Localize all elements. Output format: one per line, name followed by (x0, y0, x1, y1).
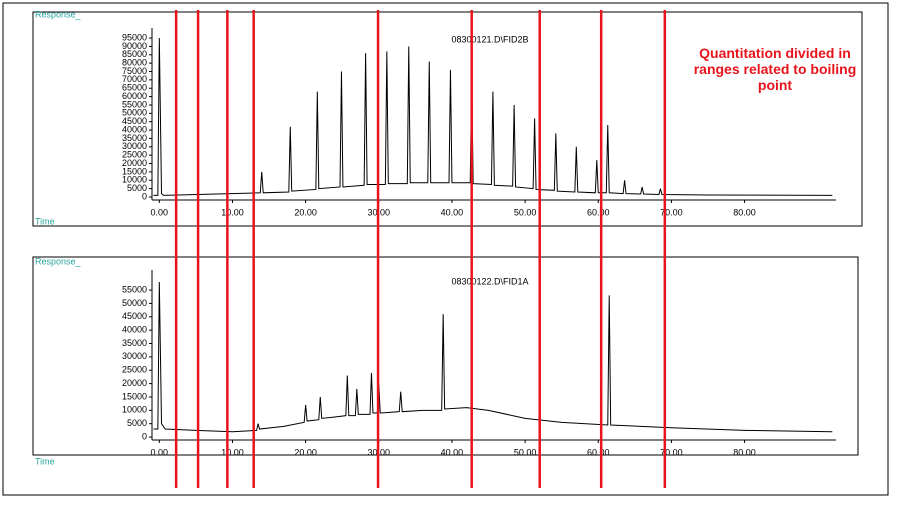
x-tick-label: 10.00 (221, 207, 244, 217)
x-tick-label: 80.00 (733, 447, 756, 457)
x-tick-label: 60.00 (587, 447, 610, 457)
x-tick-label: 50.00 (514, 207, 537, 217)
y-tick-label: 85000 (122, 49, 147, 59)
y-tick-label: 90000 (122, 41, 147, 51)
y-axis-label: Response_ (35, 9, 82, 19)
x-tick-label: 80.00 (733, 207, 756, 217)
y-tick-label: 95000 (122, 32, 147, 42)
annotation-box: Quantitation divided in ranges related t… (693, 45, 857, 93)
y-tick-label: 20000 (122, 378, 147, 388)
y-tick-label: 30000 (122, 141, 147, 151)
y-tick-label: 5000 (127, 418, 147, 428)
y-tick-label: 60000 (122, 91, 147, 101)
y-tick-label: 0 (142, 191, 147, 201)
outer-frame (2, 2, 889, 496)
x-tick-label: 20.00 (294, 207, 317, 217)
x-tick-label: 70.00 (660, 447, 683, 457)
y-tick-label: 55000 (122, 99, 147, 109)
x-tick-label: 0.00 (151, 447, 169, 457)
y-tick-label: 30000 (122, 351, 147, 361)
x-tick-label: 60.00 (587, 207, 610, 217)
y-tick-label: 15000 (122, 391, 147, 401)
y-tick-label: 0 (142, 431, 147, 441)
y-tick-label: 10000 (122, 405, 147, 415)
y-tick-label: 40000 (122, 124, 147, 134)
y-axis-label: Response_ (35, 256, 82, 266)
y-tick-label: 50000 (122, 108, 147, 118)
y-tick-label: 35000 (122, 133, 147, 143)
x-tick-label: 40.00 (441, 447, 464, 457)
trace (153, 282, 833, 433)
y-tick-label: 75000 (122, 66, 147, 76)
x-tick-label: 20.00 (294, 447, 317, 457)
y-tick-label: 20000 (122, 158, 147, 168)
y-tick-label: 50000 (122, 298, 147, 308)
x-tick-label: 70.00 (660, 207, 683, 217)
y-tick-label: 45000 (122, 311, 147, 321)
panel-frame (32, 11, 863, 227)
y-tick-label: 35000 (122, 338, 147, 348)
y-tick-label: 65000 (122, 83, 147, 93)
chart-title: 08300121.D\FID2B (451, 34, 528, 44)
x-tick-label: 10.00 (221, 447, 244, 457)
y-tick-label: 40000 (122, 325, 147, 335)
x-tick-label: 40.00 (441, 207, 464, 217)
x-tick-label: 50.00 (514, 447, 537, 457)
y-tick-label: 25000 (122, 150, 147, 160)
y-tick-label: 55000 (122, 284, 147, 294)
chart-title: 08300122.D\FID1A (451, 276, 528, 286)
x-axis-label: Time (35, 456, 55, 466)
annotation: Quantitation divided in ranges related t… (693, 45, 857, 93)
y-tick-label: 80000 (122, 58, 147, 68)
y-tick-label: 70000 (122, 74, 147, 84)
panel-frame (32, 256, 859, 456)
y-tick-label: 10000 (122, 175, 147, 185)
y-tick-label: 15000 (122, 166, 147, 176)
x-axis-label: Time (35, 216, 55, 226)
y-tick-label: 5000 (127, 183, 147, 193)
x-tick-label: 0.00 (151, 207, 169, 217)
y-tick-label: 45000 (122, 116, 147, 126)
y-tick-label: 25000 (122, 365, 147, 375)
